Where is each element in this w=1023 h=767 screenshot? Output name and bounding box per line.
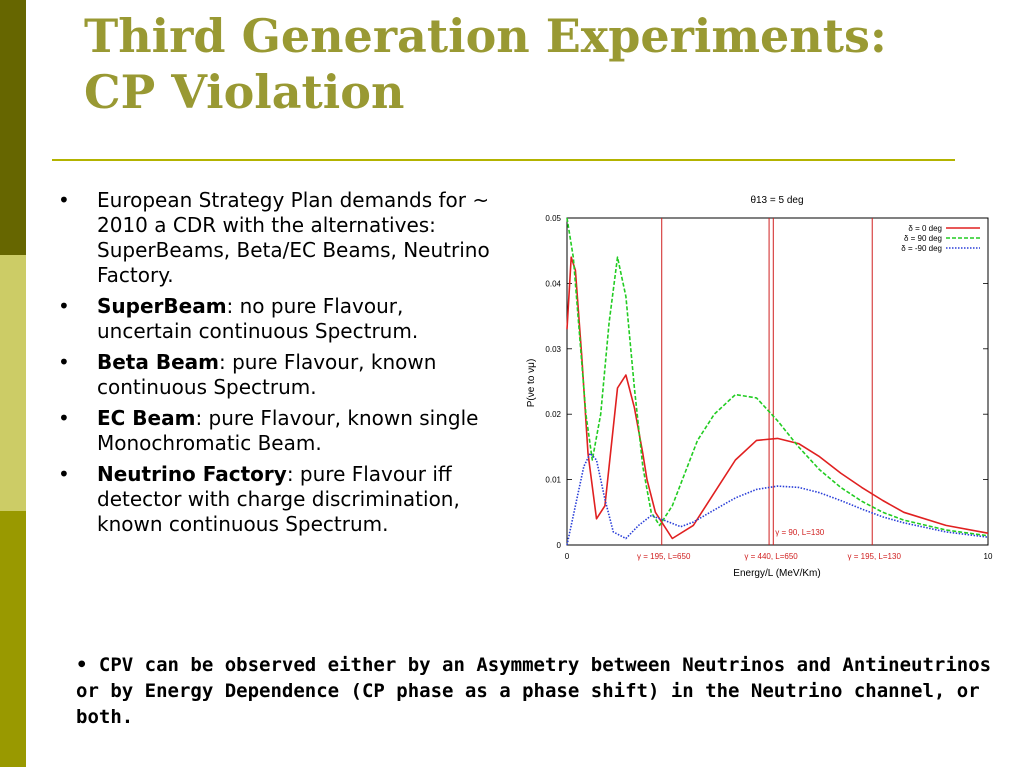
bullet-term: Neutrino Factory (97, 462, 287, 486)
bullet-item: • European Strategy Plan demands for ~ 20… (58, 188, 498, 288)
reference-line-label: γ = 90, L=130 (775, 528, 824, 537)
bullet-list: • European Strategy Plan demands for ~ 20… (58, 188, 498, 543)
reference-line-label: γ = 440, L=650 (744, 552, 798, 561)
y-tick-label: 0.04 (545, 279, 561, 288)
probability-chart: θ13 = 5 deg 0 0.01 0.02 0.03 0.04 0.05 0 10 γ … (526, 195, 993, 579)
bullet-marker: • (58, 294, 70, 318)
reference-line-label: γ = 195, L=130 (848, 552, 902, 561)
bullet-text: : pure Flavour, known single Monochromat… (97, 406, 479, 455)
sidebar-stripe-dark (0, 0, 26, 255)
y-axis-label: P(νe to νμ) (526, 359, 537, 408)
slide-title: Third Generation Experiments: CP Violati… (84, 8, 984, 120)
bullet-term: Beta Beam (97, 350, 219, 374)
y-tick-label: 0 (557, 541, 562, 550)
bullet-marker: • (58, 406, 70, 430)
bullet-text: European Strategy Plan demands for ~ 201… (97, 188, 490, 287)
bullet-marker: • (58, 462, 70, 486)
sidebar-stripe-olive (0, 511, 26, 767)
plot-frame (566, 217, 989, 546)
x-tick-label: 0 (565, 552, 570, 561)
reference-line-label: γ = 195, L=650 (637, 552, 691, 561)
chart-title: θ13 = 5 deg (750, 195, 803, 206)
series-line (566, 256, 989, 540)
y-tick-label: 0.02 (545, 410, 561, 419)
bullet-item: • Beta Beam: pure Flavour, known continuo… (58, 350, 498, 400)
x-axis-label: Energy/L (MeV/Km) (733, 568, 820, 579)
slide-title-line2: CP Violation (84, 65, 405, 119)
bullet-item: • Neutrino Factory: pure Flavour iff dete… (58, 462, 498, 537)
bullet-item: • EC Beam: pure Flavour, known single Mon… (58, 406, 498, 456)
series-line (566, 452, 989, 546)
bullet-text: : pure Flavour iff detector with charge … (97, 462, 460, 536)
legend-label: δ = 90 deg (904, 234, 942, 243)
bullet-item: • SuperBeam: no pure Flavour, uncertain c… (58, 294, 498, 344)
bullet-text: : pure Flavour, known continuous Spectru… (97, 350, 437, 399)
series-line (566, 217, 989, 537)
title-divider (52, 159, 955, 161)
slide-title-line1: Third Generation Experiments: (84, 9, 887, 63)
bullet-marker: • (58, 188, 70, 212)
bullet-term: EC Beam (97, 406, 196, 430)
legend-label: δ = 0 deg (908, 224, 942, 233)
x-tick-label: 10 (984, 552, 993, 561)
sidebar-stripe-light (0, 255, 26, 511)
y-tick-label: 0.01 (545, 476, 561, 485)
bullet-term: SuperBeam (97, 294, 227, 318)
bullet-marker: • (58, 350, 70, 374)
bullet-text: : no pure Flavour, uncertain continuous … (97, 294, 419, 343)
legend-label: δ = -90 deg (901, 244, 942, 253)
y-tick-label: 0.03 (545, 345, 561, 354)
footer-note: • CPV can be observed either by an Asymm… (76, 654, 992, 728)
y-tick-label: 0.05 (545, 214, 561, 223)
